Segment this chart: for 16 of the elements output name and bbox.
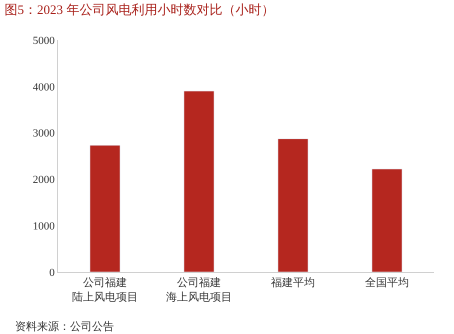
bar bbox=[184, 90, 214, 272]
y-tick-label: 5000 bbox=[32, 34, 56, 47]
y-tick-label: 2000 bbox=[32, 174, 56, 186]
text: 资料来源：公司公告 bbox=[15, 320, 114, 333]
y-tick-label: 0 bbox=[49, 266, 56, 279]
x-tick-label: 公司福建陆上风电项目 bbox=[72, 276, 138, 304]
y-tick-label: 3000 bbox=[32, 128, 56, 140]
bar bbox=[372, 168, 402, 272]
x-tick-label: 福建平均 bbox=[271, 276, 315, 290]
bar bbox=[278, 138, 308, 272]
y-tick-label: 4000 bbox=[32, 81, 56, 94]
x-tick-label: 全国平均 bbox=[365, 277, 409, 290]
y-tick-label: 1000 bbox=[32, 220, 56, 232]
bar bbox=[90, 145, 120, 272]
x-tick-label: 公司福建海上风电项目 bbox=[166, 276, 232, 304]
chart-title: 图5：2023 年公司风电利用小时数对比（小时） bbox=[4, 2, 274, 18]
